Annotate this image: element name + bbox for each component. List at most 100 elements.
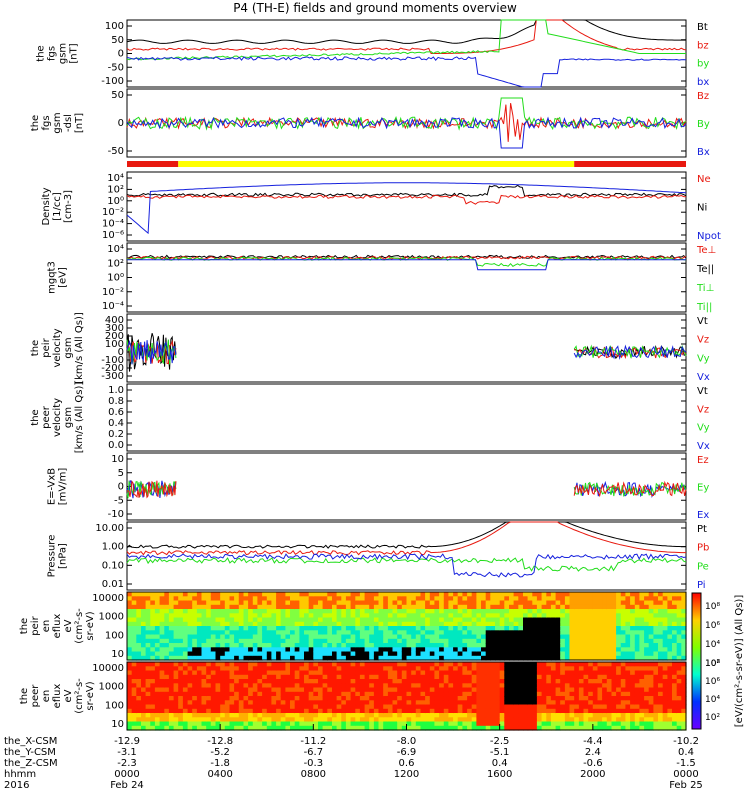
heatmap-cell — [509, 630, 515, 636]
heatmap-cell — [187, 592, 193, 597]
heatmap-cell — [658, 604, 664, 610]
panel-ylabel: peir — [30, 615, 41, 635]
heatmap-cell — [192, 638, 198, 644]
legend-label: Ez — [697, 455, 709, 466]
heatmap-cell — [616, 696, 622, 701]
heatmap-cell — [397, 626, 403, 631]
heatmap-cell — [546, 621, 552, 627]
heatmap-cell — [299, 683, 305, 689]
heatmap-cell — [285, 713, 291, 718]
heatmap-cell — [536, 626, 543, 631]
colorbar-tick: 10⁸ — [705, 659, 720, 669]
heatmap-cell — [457, 700, 463, 706]
heatmap-cell — [606, 666, 613, 672]
heatmap-cell — [173, 617, 179, 623]
heatmap-cell — [322, 643, 328, 648]
heatmap-cell — [536, 725, 543, 731]
heatmap-cell — [299, 674, 305, 680]
heatmap-cell — [164, 651, 170, 657]
heatmap-cell — [341, 613, 347, 619]
heatmap-cell — [415, 674, 422, 680]
heatmap-cell — [471, 617, 477, 623]
heatmap-cell — [308, 687, 314, 693]
heatmap-cell — [471, 638, 477, 644]
y-tick-label: 1000 — [99, 612, 124, 623]
heatmap-cell — [220, 621, 226, 627]
heatmap-cell — [276, 704, 282, 710]
heatmap-cell — [676, 713, 682, 718]
heatmap-cell — [616, 630, 622, 636]
heatmap-cell — [196, 630, 203, 636]
heatmap-cell — [350, 674, 356, 680]
heatmap-cell — [168, 655, 175, 661]
heatmap-cell — [341, 617, 347, 623]
heatmap-cell — [141, 617, 147, 623]
heatmap-cell — [672, 626, 678, 631]
heatmap-cell — [504, 651, 510, 657]
heatmap-cell — [159, 655, 165, 661]
heatmap-cell — [304, 713, 310, 718]
heatmap-cell — [182, 696, 189, 701]
heatmap-cell — [513, 708, 519, 714]
heatmap-cell — [308, 613, 314, 619]
heatmap-cell — [322, 647, 328, 653]
heatmap-cell — [653, 609, 659, 614]
heatmap-cell — [215, 713, 221, 718]
heatmap-cell — [443, 651, 450, 657]
heatmap-cell — [127, 634, 133, 640]
heatmap-cell — [271, 596, 277, 602]
heatmap-cell — [369, 662, 375, 667]
heatmap-cell — [257, 679, 263, 684]
panel-frame — [126, 171, 687, 242]
heatmap-cell — [364, 634, 370, 640]
heatmap-cell — [392, 704, 398, 710]
heatmap-cell — [630, 687, 636, 693]
heatmap-cell — [453, 717, 459, 723]
heatmap-cell — [676, 643, 682, 648]
heatmap-cell — [224, 613, 231, 619]
heatmap-cell — [481, 687, 487, 693]
heatmap-cell — [625, 674, 631, 680]
heatmap-cell — [243, 643, 249, 648]
heatmap-cell — [630, 617, 636, 623]
heatmap-cell — [182, 600, 189, 606]
heatmap-cell — [476, 596, 482, 602]
heatmap-cell — [490, 674, 496, 680]
heatmap-cell — [476, 626, 482, 631]
heatmap-cell — [220, 613, 226, 619]
heatmap-cell — [196, 638, 203, 644]
heatmap-cell — [630, 596, 636, 602]
heatmap-cell — [127, 643, 133, 648]
heatmap-cell — [415, 666, 422, 672]
heatmap-cell — [639, 647, 645, 653]
heatmap-cell — [490, 617, 496, 623]
heatmap-cell — [196, 717, 203, 723]
heatmap-cell — [201, 725, 207, 731]
heatmap-cell — [136, 651, 142, 657]
heatmap-cell — [187, 687, 193, 693]
heatmap-cell — [136, 600, 142, 606]
heatmap-cell — [415, 613, 422, 619]
heatmap-cell — [672, 596, 678, 602]
heatmap-cell — [476, 725, 482, 731]
heatmap-cell — [518, 725, 524, 731]
heatmap-cell — [592, 679, 599, 684]
heatmap-cell — [154, 655, 161, 661]
heatmap-cell — [294, 674, 300, 680]
heatmap-cell — [481, 634, 487, 640]
heatmap-cell — [620, 626, 627, 631]
heatmap-cell — [285, 666, 291, 672]
heatmap-cell — [513, 638, 519, 644]
legend-label: Ex — [697, 510, 709, 521]
heatmap-cell — [327, 700, 333, 706]
heatmap-cell — [495, 613, 501, 619]
heatmap-cell — [536, 713, 543, 718]
heatmap-cell — [252, 651, 259, 657]
heatmap-cell — [644, 647, 650, 653]
heatmap-cell — [630, 713, 636, 718]
heatmap-cell — [224, 666, 231, 672]
heatmap-cell — [341, 604, 347, 610]
heatmap-cell — [681, 647, 687, 653]
heatmap-cell — [210, 691, 217, 697]
heatmap-cell — [318, 670, 324, 676]
